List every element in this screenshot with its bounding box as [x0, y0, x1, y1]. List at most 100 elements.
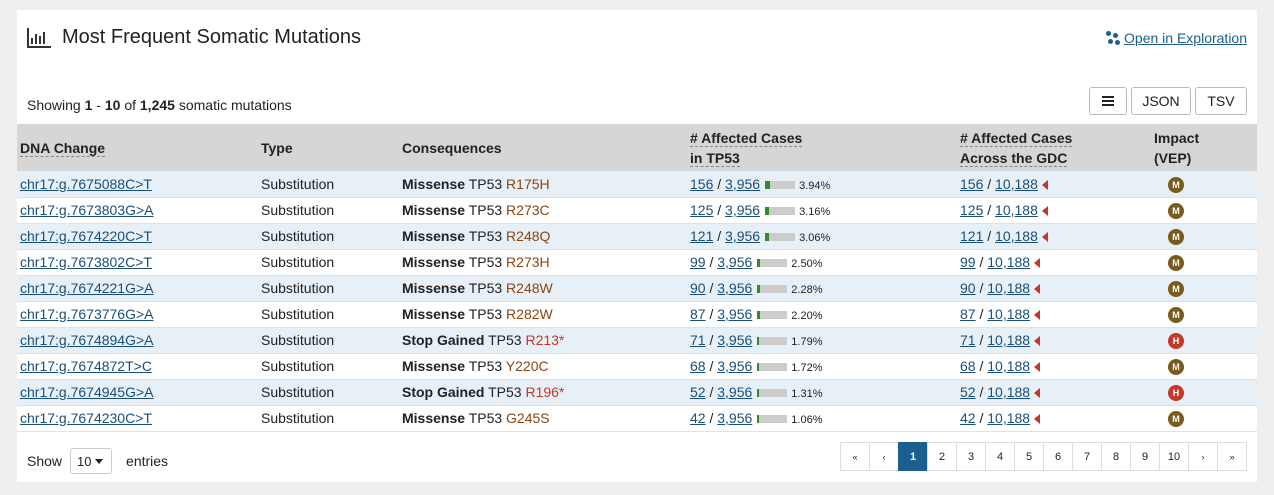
page-last-button[interactable]: » — [1217, 442, 1247, 471]
dna-change-link[interactable]: chr17:g.7673803G>A — [20, 202, 154, 218]
page-size-select[interactable]: 10 — [70, 448, 113, 474]
dna-change-link[interactable]: chr17:g.7674221G>A — [20, 280, 154, 296]
tsv-download-button[interactable]: TSV — [1195, 87, 1247, 115]
page-2-button[interactable]: 2 — [927, 442, 957, 471]
col-affected-tp53[interactable]: # Affected Cases in TP53 — [687, 124, 957, 171]
tp53-total-link[interactable]: 3,956 — [725, 228, 761, 244]
gene-symbol: TP53 — [468, 280, 503, 296]
col-affected-gdc-label: # Affected Cases Across the GDC — [960, 129, 1073, 167]
page-prev-button[interactable]: ‹ — [869, 442, 899, 471]
tp53-total-link[interactable]: 3,956 — [717, 384, 753, 400]
tp53-cases-link[interactable]: 99 — [690, 254, 706, 270]
tp53-total-link[interactable]: 3,956 — [717, 306, 753, 322]
caret-left-icon[interactable] — [1034, 414, 1041, 425]
tp53-cases-link[interactable]: 42 — [690, 410, 706, 426]
page-8-button[interactable]: 8 — [1101, 442, 1131, 471]
affected-gdc-cell: 87 / 10,188 — [957, 301, 1151, 327]
affected-gdc-cell: 156 / 10,188 — [957, 171, 1151, 197]
gdc-cases-link[interactable]: 52 — [960, 384, 976, 400]
gdc-cases-link[interactable]: 71 — [960, 332, 976, 348]
tp53-cases-link[interactable]: 121 — [690, 228, 714, 244]
col-affected-gdc-line1: # Affected Cases — [960, 129, 1073, 146]
aa-change: R196* — [525, 384, 565, 400]
gdc-cases-link[interactable]: 87 — [960, 306, 976, 322]
dna-change-link[interactable]: chr17:g.7674894G>A — [20, 332, 154, 348]
page-1-button[interactable]: 1 — [898, 442, 928, 471]
percent-label: 3.16% — [799, 206, 831, 218]
caret-left-icon[interactable] — [1034, 336, 1041, 347]
tp53-total-link[interactable]: 3,956 — [725, 175, 761, 192]
dna-change-link[interactable]: chr17:g.7673776G>A — [20, 306, 154, 322]
tp53-cases-link[interactable]: 156 — [690, 175, 714, 192]
affected-tp53-cell: 87 / 3,956 2.20% — [690, 306, 823, 322]
caret-left-icon[interactable] — [1041, 180, 1048, 191]
dna-change-link[interactable]: chr17:g.7673802C>T — [20, 254, 152, 270]
affected-tp53-cell: 42 / 3,956 1.06% — [690, 410, 823, 426]
affected-gdc-cell: 90 / 10,188 — [957, 275, 1151, 301]
open-in-exploration-link[interactable]: Open in Exploration — [1106, 30, 1247, 46]
caret-left-icon[interactable] — [1041, 206, 1048, 217]
col-dna-change[interactable]: DNA Change — [17, 124, 258, 171]
caret-left-icon[interactable] — [1034, 362, 1041, 373]
page-3-button[interactable]: 3 — [956, 442, 986, 471]
affected-tp53-cell: 156 / 3,956 3.94% — [690, 175, 831, 192]
caret-left-icon[interactable] — [1034, 388, 1041, 399]
col-affected-gdc[interactable]: # Affected Cases Across the GDC — [957, 124, 1151, 171]
tp53-cases-link[interactable]: 52 — [690, 384, 706, 400]
gdc-total-link[interactable]: 10,188 — [995, 228, 1038, 244]
gdc-total-link[interactable]: 10,188 — [987, 254, 1031, 270]
caret-left-icon[interactable] — [1034, 258, 1041, 269]
caret-left-icon[interactable] — [1041, 232, 1048, 243]
tp53-total-link[interactable]: 3,956 — [717, 254, 753, 270]
tp53-cases-link[interactable]: 125 — [690, 202, 714, 218]
column-menu-button[interactable] — [1089, 87, 1127, 115]
dna-change-link[interactable]: chr17:g.7674230C>T — [20, 410, 152, 426]
tp53-total-link[interactable]: 3,956 — [717, 358, 753, 374]
page-5-button[interactable]: 5 — [1014, 442, 1044, 471]
json-download-button[interactable]: JSON — [1131, 87, 1191, 115]
page-next-button[interactable]: › — [1188, 442, 1218, 471]
affected-tp53-cell: 68 / 3,956 1.72% — [690, 358, 823, 374]
dna-change-link[interactable]: chr17:g.7675088C>T — [20, 175, 152, 192]
gdc-total-link[interactable]: 10,188 — [987, 306, 1031, 322]
gdc-cases-link[interactable]: 68 — [960, 358, 976, 374]
tp53-total-link[interactable]: 3,956 — [725, 202, 761, 218]
gdc-total-link[interactable]: 10,188 — [995, 175, 1038, 192]
affected-tp53-cell: 121 / 3,956 3.06% — [690, 228, 831, 244]
gdc-cases-link[interactable]: 156 — [960, 175, 984, 192]
page-4-button[interactable]: 4 — [985, 442, 1015, 471]
gdc-total-link[interactable]: 10,188 — [987, 332, 1031, 348]
caret-left-icon[interactable] — [1034, 310, 1041, 321]
tp53-cases-link[interactable]: 71 — [690, 332, 706, 348]
dna-change-link[interactable]: chr17:g.7674945G>A — [20, 384, 154, 400]
tp53-total-link[interactable]: 3,956 — [717, 410, 753, 426]
page-9-button[interactable]: 9 — [1130, 442, 1160, 471]
page-6-button[interactable]: 6 — [1043, 442, 1073, 471]
tp53-total-link[interactable]: 3,956 — [717, 332, 753, 348]
gdc-total-link[interactable]: 10,188 — [987, 280, 1031, 296]
table-row: chr17:g.7674220C>T Substitution Missense… — [17, 223, 1257, 249]
page-10-button[interactable]: 10 — [1159, 442, 1189, 471]
gdc-cases-link[interactable]: 125 — [960, 202, 984, 218]
dna-change-cell: chr17:g.7675088C>T — [17, 171, 258, 197]
dna-change-link[interactable]: chr17:g.7674220C>T — [20, 228, 152, 244]
tp53-cases-link[interactable]: 87 — [690, 306, 706, 322]
page-first-button[interactable]: « — [840, 442, 870, 471]
col-type-label: Type — [261, 139, 293, 156]
gdc-total-link[interactable]: 10,188 — [987, 410, 1031, 426]
dna-change-link[interactable]: chr17:g.7674872T>C — [20, 358, 152, 374]
gdc-cases-link[interactable]: 121 — [960, 228, 984, 244]
gdc-cases-link[interactable]: 42 — [960, 410, 976, 426]
tp53-total-link[interactable]: 3,956 — [717, 280, 753, 296]
gdc-total-link[interactable]: 10,188 — [987, 358, 1031, 374]
tp53-cases-link[interactable]: 90 — [690, 280, 706, 296]
gdc-total-link[interactable]: 10,188 — [987, 384, 1031, 400]
gdc-cases-link[interactable]: 99 — [960, 254, 976, 270]
page-7-button[interactable]: 7 — [1072, 442, 1102, 471]
gdc-total-link[interactable]: 10,188 — [995, 202, 1038, 218]
gdc-cases-link[interactable]: 90 — [960, 280, 976, 296]
summary-end: 10 — [104, 97, 121, 113]
tp53-cases-link[interactable]: 68 — [690, 358, 706, 374]
caret-left-icon[interactable] — [1034, 284, 1041, 295]
summary-dash: - — [96, 97, 101, 113]
